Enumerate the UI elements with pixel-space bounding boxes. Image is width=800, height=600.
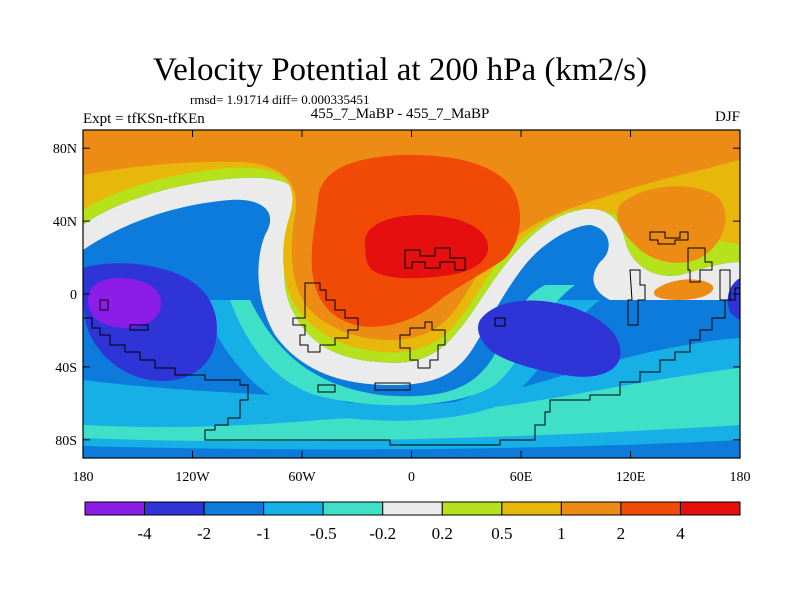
colorbar-swatch bbox=[322, 501, 384, 516]
colorbar-swatch bbox=[144, 501, 205, 516]
colorbar-swatch bbox=[203, 501, 265, 516]
x-tick-label: 0 bbox=[408, 470, 415, 485]
x-tick-label: 60E bbox=[510, 470, 533, 485]
level-band-minus2-indian bbox=[478, 300, 621, 377]
level-band-max bbox=[364, 215, 489, 279]
y-tick-label: 80S bbox=[55, 434, 77, 449]
x-tick-label: 120E bbox=[616, 470, 646, 485]
x-tick-label: 180 bbox=[73, 470, 94, 485]
x-axis: 180 120W 60W 0 60E 120E 180 bbox=[73, 130, 751, 485]
colorbar-label: -1 bbox=[257, 524, 271, 543]
level-band-2-wpac-south bbox=[654, 279, 714, 300]
x-tick-label: 120W bbox=[175, 470, 210, 485]
coastline-antarctic-islands bbox=[317, 382, 411, 393]
y-tick-label: 40S bbox=[55, 361, 77, 376]
colorbar-swatch bbox=[441, 501, 503, 516]
level-band-minus1-south bbox=[83, 440, 740, 458]
colorbar-swatch bbox=[382, 501, 443, 516]
statistics-text: rmsd= 1.91714 diff= 0.000335451 bbox=[190, 92, 370, 107]
colorbar-label: 4 bbox=[676, 524, 685, 543]
colorbar-swatch bbox=[84, 501, 146, 516]
colorbar-swatch bbox=[263, 501, 324, 516]
y-tick-label: 0 bbox=[70, 288, 77, 303]
season-label: DJF bbox=[714, 109, 740, 125]
case-names: 455_7_MaBP - 455_7_MaBP bbox=[310, 106, 490, 122]
level-band-minus4-epac bbox=[87, 278, 162, 328]
colorbar-label: -2 bbox=[197, 524, 211, 543]
colorbar-label: 0.2 bbox=[432, 524, 453, 543]
x-tick-label: 60W bbox=[288, 470, 316, 485]
colorbar-swatch bbox=[501, 501, 562, 516]
coastline-east-pacific bbox=[83, 287, 740, 446]
chart-title: Velocity Potential at 200 hPa (km2/s) bbox=[152, 52, 648, 88]
y-tick-label: 80N bbox=[53, 142, 77, 157]
colorbar: -4 -2 -1 -0.5 -0.2 0.2 0.5 1 2 4 bbox=[84, 501, 741, 543]
colorbar-label: -4 bbox=[137, 524, 152, 543]
colorbar-label: 1 bbox=[557, 524, 566, 543]
colorbar-label: -0.5 bbox=[310, 524, 337, 543]
contour-fill bbox=[83, 130, 740, 458]
coastline-asia bbox=[494, 231, 731, 327]
y-tick-label: 40N bbox=[53, 215, 77, 230]
level-band-zero bbox=[83, 177, 740, 386]
colorbar-label: -0.2 bbox=[369, 524, 396, 543]
colorbar-swatch bbox=[679, 501, 741, 516]
x-tick-label: 180 bbox=[730, 470, 751, 485]
coastlines bbox=[83, 231, 740, 446]
experiment-label: Expt = tfKSn-tfKEn bbox=[83, 111, 205, 127]
level-band-minus0p2-tongue bbox=[230, 285, 575, 406]
colorbar-label: 0.5 bbox=[491, 524, 512, 543]
level-band-2-wpac bbox=[617, 186, 726, 263]
colorbar-label: 2 bbox=[617, 524, 626, 543]
y-axis: 80N 40N 0 40S 80S bbox=[53, 142, 740, 449]
coastline-south-america bbox=[292, 282, 359, 353]
coastline-africa bbox=[399, 247, 466, 369]
colorbar-swatch bbox=[560, 501, 622, 516]
level-band-minus0p5-tongue bbox=[200, 300, 600, 421]
colorbar-swatch bbox=[620, 501, 681, 516]
coastline-pacific bbox=[99, 299, 149, 331]
